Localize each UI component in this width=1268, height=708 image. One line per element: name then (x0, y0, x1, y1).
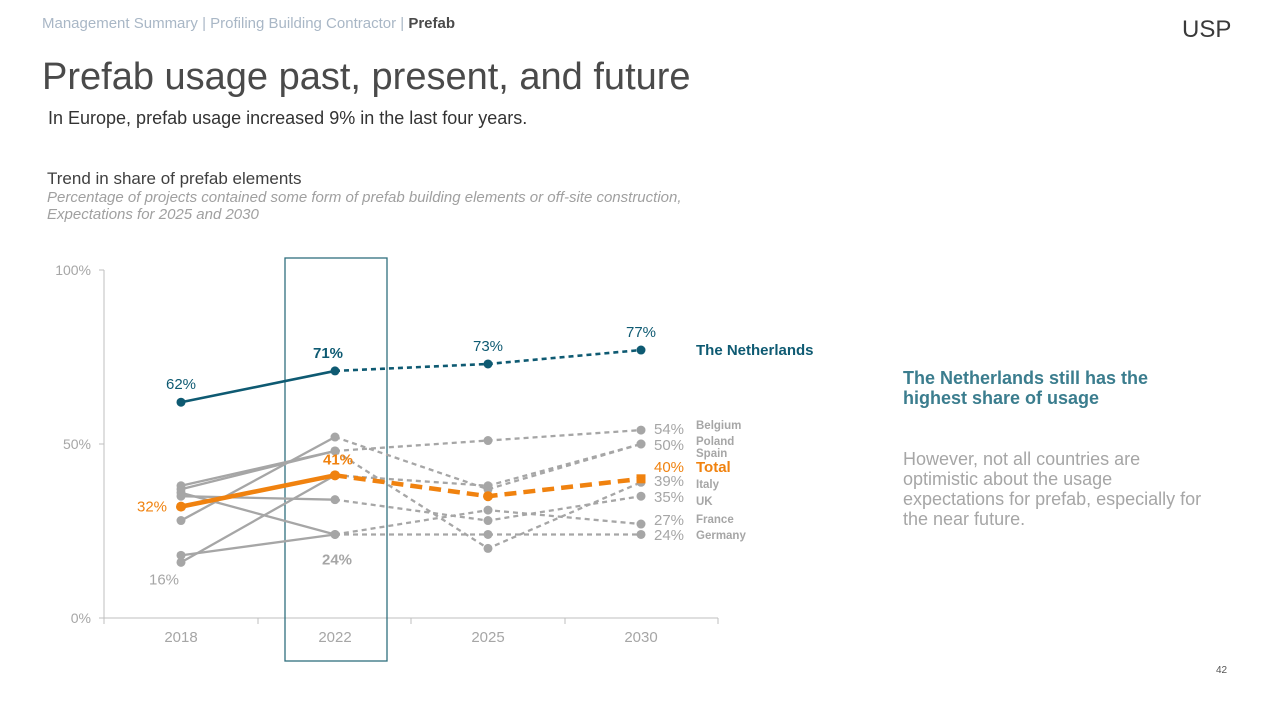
series-name-italy: Italy (696, 479, 720, 491)
series-line-uk (179, 495, 337, 501)
series-line-the-netherlands (179, 369, 337, 404)
data-point-the-netherlands (636, 345, 646, 355)
data-point-germany (330, 529, 340, 539)
end-value-germany: 24% (654, 527, 684, 544)
end-value-france: 27% (654, 512, 684, 529)
y-tick-label: 0% (71, 610, 91, 626)
data-point-uk (483, 516, 493, 526)
data-point-france (483, 505, 493, 515)
data-point-the-netherlands (483, 359, 493, 369)
page-subtitle: In Europe, prefab usage increased 9% in … (48, 108, 528, 128)
series-line-poland (179, 474, 337, 564)
data-point-the-netherlands (176, 397, 186, 407)
series-name-belgium: Belgium (696, 420, 741, 432)
data-point-total (483, 491, 493, 502)
data-point-total (176, 501, 186, 512)
series-name-spain: Spain (696, 448, 727, 460)
end-value-total: 40% (654, 459, 684, 476)
data-label-total: 41% (323, 451, 353, 468)
breadcrumb-item-current: Prefab (408, 15, 456, 32)
x-tick-label: 2030 (624, 629, 657, 646)
series-name-netherlands: The Netherlands (696, 342, 814, 359)
data-point-belgium (636, 425, 646, 435)
annotation-label: 16% (149, 571, 179, 588)
series-name-uk: UK (696, 496, 713, 508)
data-point-uk (330, 495, 340, 505)
end-value-belgium: 54% (654, 421, 684, 438)
series-line-germany (179, 533, 337, 557)
chart-description: Percentage of projects contained some fo… (47, 189, 682, 223)
annotation-label: 24% (322, 551, 352, 568)
data-point-germany (636, 529, 646, 539)
highlight-box-2022 (284, 257, 388, 662)
insight-heading: The Netherlands still has the highest sh… (903, 368, 1149, 408)
data-label-total: 32% (137, 499, 167, 516)
end-value-poland: 50% (654, 437, 684, 454)
series-name-germany: Germany (696, 530, 746, 542)
data-label-netherlands: 62% (166, 376, 196, 393)
data-point-spain (330, 432, 340, 442)
data-point-germany (483, 529, 493, 539)
series-name-france: France (696, 514, 734, 526)
series-line-italy (179, 449, 337, 487)
series-name-total: Total (696, 459, 731, 476)
x-tick-label: 2025 (471, 629, 504, 646)
breadcrumb-item-profiling[interactable]: Profiling Building Contractor (210, 15, 397, 32)
chart-title: Trend in share of prefab elements (47, 169, 302, 188)
data-point-total (330, 470, 340, 481)
page-number: 42 (1216, 665, 1228, 676)
usp-logo: USP (1182, 16, 1232, 43)
breadcrumb-item-summary[interactable]: Management Summary (42, 15, 198, 32)
data-point-spain (176, 516, 186, 526)
data-point-the-netherlands (330, 366, 340, 376)
insight-body: However, not all countries are optimisti… (903, 449, 1202, 529)
chart-description-line: Percentage of projects contained some fo… (47, 189, 682, 206)
data-point-belgium (483, 436, 493, 446)
data-point-spain (636, 439, 646, 449)
end-value-uk: 35% (654, 489, 684, 506)
x-tick-label: 2022 (318, 629, 351, 646)
data-point-uk (636, 491, 646, 501)
data-point-total (636, 474, 646, 484)
chart-description-line: Expectations for 2025 and 2030 (47, 206, 259, 223)
data-point-france (176, 488, 186, 498)
data-label-netherlands: 77% (626, 324, 656, 341)
data-point-italy (330, 446, 340, 456)
breadcrumb-separator: | (400, 15, 405, 32)
y-tick-label: 100% (55, 262, 91, 278)
data-label-netherlands: 73% (473, 338, 503, 355)
x-tick-label: 2018 (164, 629, 197, 646)
page-title: Prefab usage past, present, and future (42, 56, 691, 98)
series-line-spain (179, 435, 337, 522)
breadcrumb: Management Summary | Profiling Building … (42, 15, 455, 32)
data-point-germany (176, 550, 186, 560)
end-value-italy: 39% (654, 473, 684, 490)
data-point-italy (483, 543, 493, 553)
data-point-italy (176, 481, 186, 491)
breadcrumb-separator: | (202, 15, 206, 32)
data-label-netherlands: 71% (313, 345, 343, 362)
y-tick-label: 50% (63, 436, 91, 452)
data-point-poland (176, 557, 186, 567)
series-line-total (178, 473, 338, 509)
series-name-poland: Poland (696, 436, 734, 448)
data-point-france (636, 519, 646, 529)
data-point-spain (483, 484, 493, 494)
